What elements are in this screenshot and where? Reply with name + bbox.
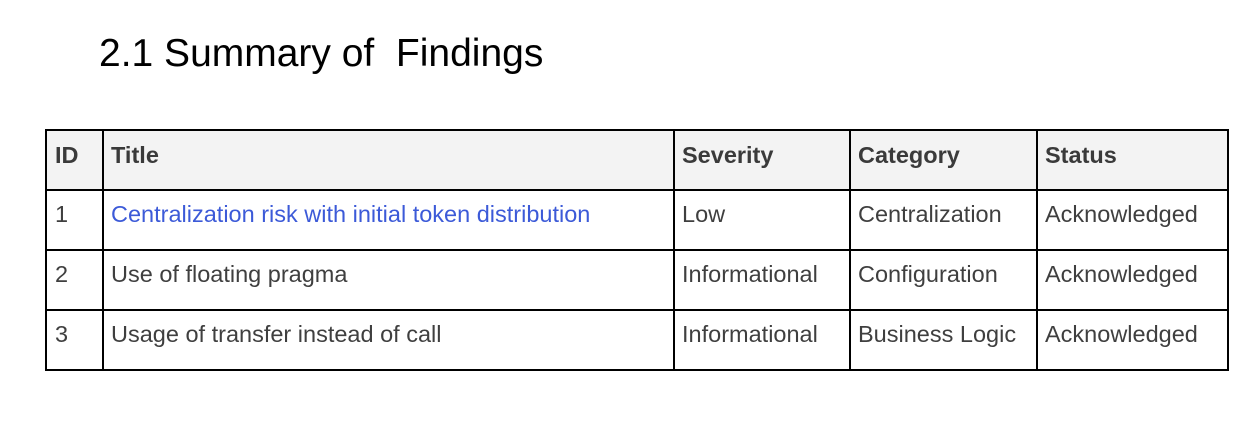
cell-severity: Informational xyxy=(673,309,851,371)
cell-severity: Low xyxy=(673,189,851,251)
cell-title: Centralization risk with initial token d… xyxy=(102,189,675,251)
cell-category: Configuration xyxy=(849,249,1038,311)
findings-summary-table: ID Title Severity Category Status 1 Cent… xyxy=(45,129,1229,371)
cell-status: Acknowledged xyxy=(1036,189,1229,251)
cell-status: Acknowledged xyxy=(1036,249,1229,311)
header-status: Status xyxy=(1036,129,1229,191)
table-header-row: ID Title Severity Category Status xyxy=(45,129,1229,191)
cell-category: Centralization xyxy=(849,189,1038,251)
cell-category: Business Logic xyxy=(849,309,1038,371)
finding-title-link[interactable]: Centralization risk with initial token d… xyxy=(111,201,591,227)
cell-id: 3 xyxy=(45,309,104,371)
table-row: 2 Use of floating pragma Informational C… xyxy=(45,249,1229,311)
cell-title: Use of floating pragma xyxy=(102,249,675,311)
cell-severity: Informational xyxy=(673,249,851,311)
table-row: 3 Usage of transfer instead of call Info… xyxy=(45,309,1229,371)
header-title: Title xyxy=(102,129,675,191)
table-row: 1 Centralization risk with initial token… xyxy=(45,189,1229,251)
cell-id: 2 xyxy=(45,249,104,311)
cell-id: 1 xyxy=(45,189,104,251)
cell-title: Usage of transfer instead of call xyxy=(102,309,675,371)
cell-status: Acknowledged xyxy=(1036,309,1229,371)
header-severity: Severity xyxy=(673,129,851,191)
section-title: 2.1 Summary of Findings xyxy=(99,32,544,75)
header-id: ID xyxy=(45,129,104,191)
header-category: Category xyxy=(849,129,1038,191)
